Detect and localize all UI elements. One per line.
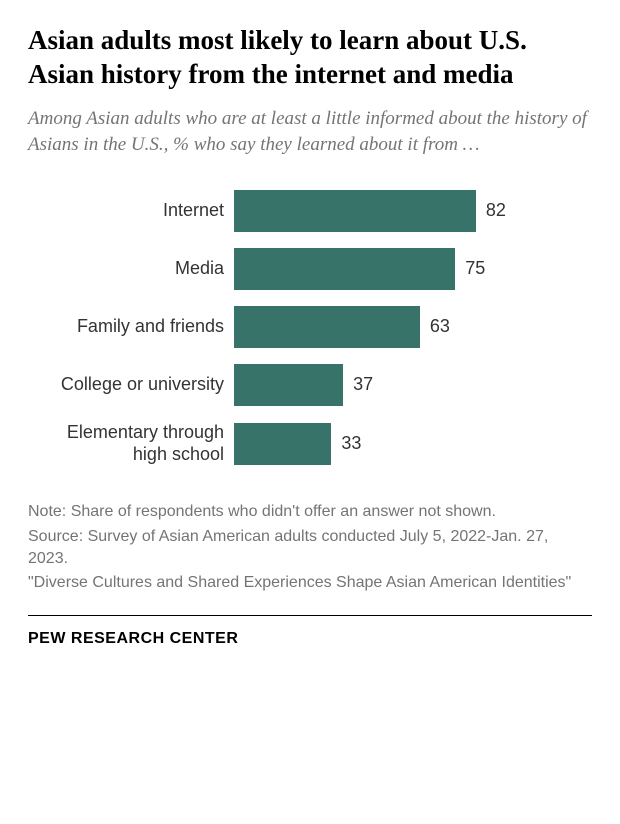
- note-line: "Diverse Cultures and Shared Experiences…: [28, 572, 592, 594]
- bar-label: Elementary through high school: [36, 422, 234, 465]
- chart-subtitle: Among Asian adults who are at least a li…: [28, 106, 592, 158]
- bar-fill: [234, 306, 420, 348]
- bar-value: 82: [486, 200, 506, 221]
- bar-row: College or university 37: [36, 364, 592, 406]
- bar-fill: [234, 248, 455, 290]
- bar-row: Media 75: [36, 248, 592, 290]
- bar-chart: Internet 82 Media 75 Family and friends 63 Col…: [36, 190, 592, 465]
- bar-track: 63: [234, 306, 450, 348]
- bar-value: 33: [341, 433, 361, 454]
- bar-value: 37: [353, 374, 373, 395]
- bar-row: Family and friends 63: [36, 306, 592, 348]
- bar-track: 33: [234, 423, 361, 465]
- bar-label: College or university: [36, 374, 234, 396]
- bar-fill: [234, 364, 343, 406]
- bar-track: 82: [234, 190, 506, 232]
- bar-value: 75: [465, 258, 485, 279]
- note-line: Note: Share of respondents who didn't of…: [28, 501, 592, 523]
- chart-notes: Note: Share of respondents who didn't of…: [28, 501, 592, 595]
- bar-track: 37: [234, 364, 373, 406]
- footer-attribution: PEW RESEARCH CENTER: [28, 630, 592, 648]
- bar-fill: [234, 423, 331, 465]
- bar-row: Elementary through high school 33: [36, 422, 592, 465]
- bar-label: Media: [36, 258, 234, 280]
- bar-row: Internet 82: [36, 190, 592, 232]
- bar-label: Internet: [36, 200, 234, 222]
- note-line: Source: Survey of Asian American adults …: [28, 526, 592, 571]
- bar-track: 75: [234, 248, 485, 290]
- bar-label: Family and friends: [36, 316, 234, 338]
- bar-fill: [234, 190, 476, 232]
- bar-value: 63: [430, 316, 450, 337]
- footer-divider: [28, 615, 592, 616]
- chart-title: Asian adults most likely to learn about …: [28, 24, 592, 92]
